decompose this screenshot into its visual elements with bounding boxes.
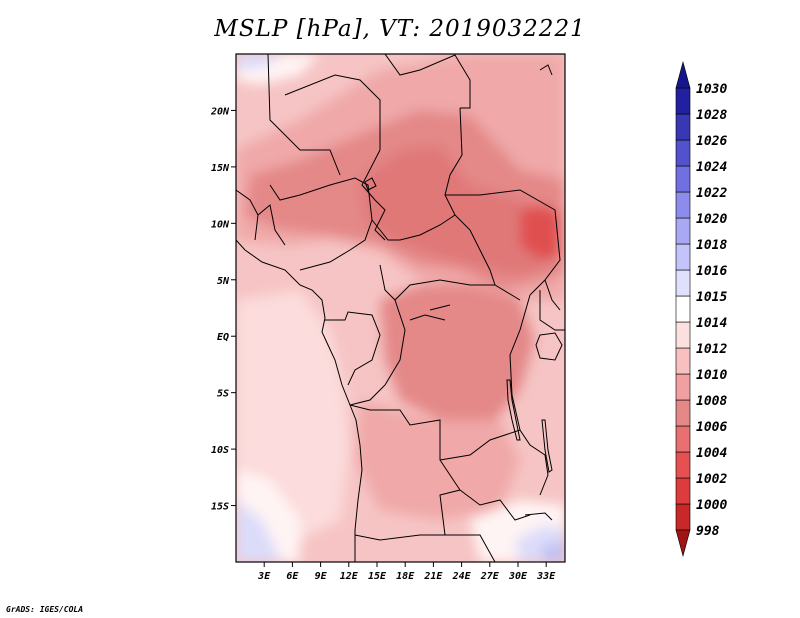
x-tick-label: 9E: [315, 571, 328, 582]
border-algeria-mali: [284, 74, 381, 150]
colorbar-swatch: [675, 295, 691, 323]
field-southwest-high: [236, 500, 282, 562]
border-nigeria: [269, 177, 373, 271]
y-tick-label: 15N: [211, 163, 230, 174]
map-frame: [235, 53, 566, 563]
colorbar-level-label: 1006: [696, 420, 727, 435]
x-tick-label: 15E: [368, 571, 387, 582]
y-tick-label: 20N: [210, 106, 230, 117]
colorbar-swatch: [675, 425, 691, 453]
y-tick-label: 15S: [211, 502, 229, 513]
field-northwest-high: [236, 54, 285, 70]
colorbar-swatch: [675, 113, 691, 141]
colorbar-level-label: 1014: [696, 316, 727, 331]
y-tick-label: 10S: [211, 445, 229, 456]
colorbar-level-label: 1010: [696, 368, 727, 383]
colorbar-swatch: [675, 87, 691, 115]
colorbar-swatch: [675, 503, 691, 531]
lake-chad: [364, 177, 377, 191]
x-tick-label: 6E: [286, 571, 299, 582]
colorbar-swatch: [675, 243, 691, 271]
colorbar-level-label: 998: [696, 524, 720, 539]
colorbar-swatch: [675, 217, 691, 245]
field-sudan-low: [520, 205, 560, 260]
country-borders: [236, 54, 565, 562]
border-zambia: [439, 429, 531, 521]
x-axis: 3E 6E 9E 12E 15E 18E 21E 24E 27E 30E 33E: [257, 562, 556, 582]
colorbar-legend: 998 1000 1002 1004 1006 1008 1010 1012 1014 1015 1…: [675, 60, 727, 558]
colorbar-level-label: 1016: [696, 264, 727, 279]
border-kenya-uganda: [544, 279, 561, 311]
colorbar-level-label: 1004: [696, 446, 727, 461]
congo-river: [409, 304, 451, 321]
y-axis: 20N 15N 10N 5N EQ 5S 10S 15S: [210, 106, 236, 513]
colorbar-swatch: [675, 373, 691, 401]
colorbar-swatch: [675, 191, 691, 219]
border-guinea-gulf: [236, 189, 286, 246]
x-tick-label: 12E: [340, 571, 359, 582]
border-angola: [349, 404, 461, 541]
x-tick-label: 21E: [423, 571, 443, 582]
colorbar-swatch: [675, 165, 691, 193]
y-tick-label: 10N: [211, 219, 230, 230]
colorbar-level-label: 1020: [696, 212, 727, 227]
colorbar-swatch: [675, 347, 691, 375]
coastline-west: [236, 239, 363, 562]
border-gabon-congo: [325, 311, 381, 386]
pressure-field: [236, 54, 565, 562]
border-cameroon-car: [371, 214, 456, 241]
field-atlantic: [236, 290, 350, 540]
colorbar-swatch: [675, 451, 691, 479]
border-niger-chad: [361, 149, 386, 241]
colorbar-swatch: [675, 269, 691, 297]
colorbar-level-label: 1024: [696, 160, 727, 175]
border-tanzania: [539, 290, 565, 331]
colorbar-level-label: 1008: [696, 394, 727, 409]
colorbar-swatch: [675, 321, 691, 349]
field-congo-basin: [380, 285, 535, 420]
border-congo-drc: [349, 299, 406, 406]
grads-credit: GrADS: IGES/COLA: [6, 605, 84, 614]
colorbar-level-label: 1022: [696, 186, 727, 201]
colorbar-top-arrow: [675, 60, 691, 89]
colorbar-level-label: 1030: [696, 82, 727, 97]
x-tick-label: 33E: [536, 571, 556, 582]
y-tick-label: 5S: [217, 389, 229, 400]
colorbar-level-label: 1000: [696, 498, 727, 513]
border-mauritania-mali: [267, 54, 341, 176]
colorbar-swatch: [675, 139, 691, 167]
border-car-drc: [379, 264, 521, 301]
x-tick-label: 27E: [480, 571, 500, 582]
field-southern-interior: [355, 400, 520, 520]
coast-east: [524, 64, 553, 521]
colorbar-level-label: 1012: [696, 342, 727, 357]
colorbar-level-label: 1002: [696, 472, 727, 487]
lake-victoria: [535, 332, 563, 361]
colorbar-bottom-arrow: [675, 529, 691, 558]
x-tick-label: 18E: [396, 571, 415, 582]
colorbar-level-label: 1018: [696, 238, 727, 253]
colorbar-level-label: 1028: [696, 108, 727, 123]
x-tick-label: 30E: [508, 571, 528, 582]
chart-title: MSLP [hPa], VT: 2019032221: [214, 16, 586, 42]
field-southeast-high-core: [540, 540, 565, 562]
colorbar-swatch: [675, 477, 691, 505]
border-namibia-botswana: [445, 534, 496, 562]
y-tick-label: 5N: [217, 276, 230, 287]
field-chad-low: [360, 145, 560, 275]
colorbar-level-label: 1015: [696, 290, 727, 305]
lake-tanganyika: [506, 379, 521, 441]
x-tick-label: 24E: [452, 571, 472, 582]
colorbar-swatch: [675, 399, 691, 427]
lake-malawi: [541, 419, 553, 473]
border-libya: [384, 54, 471, 109]
x-tick-label: 3E: [257, 571, 271, 582]
colorbar-level-label: 1026: [696, 134, 727, 149]
y-tick-label: EQ: [217, 332, 229, 343]
